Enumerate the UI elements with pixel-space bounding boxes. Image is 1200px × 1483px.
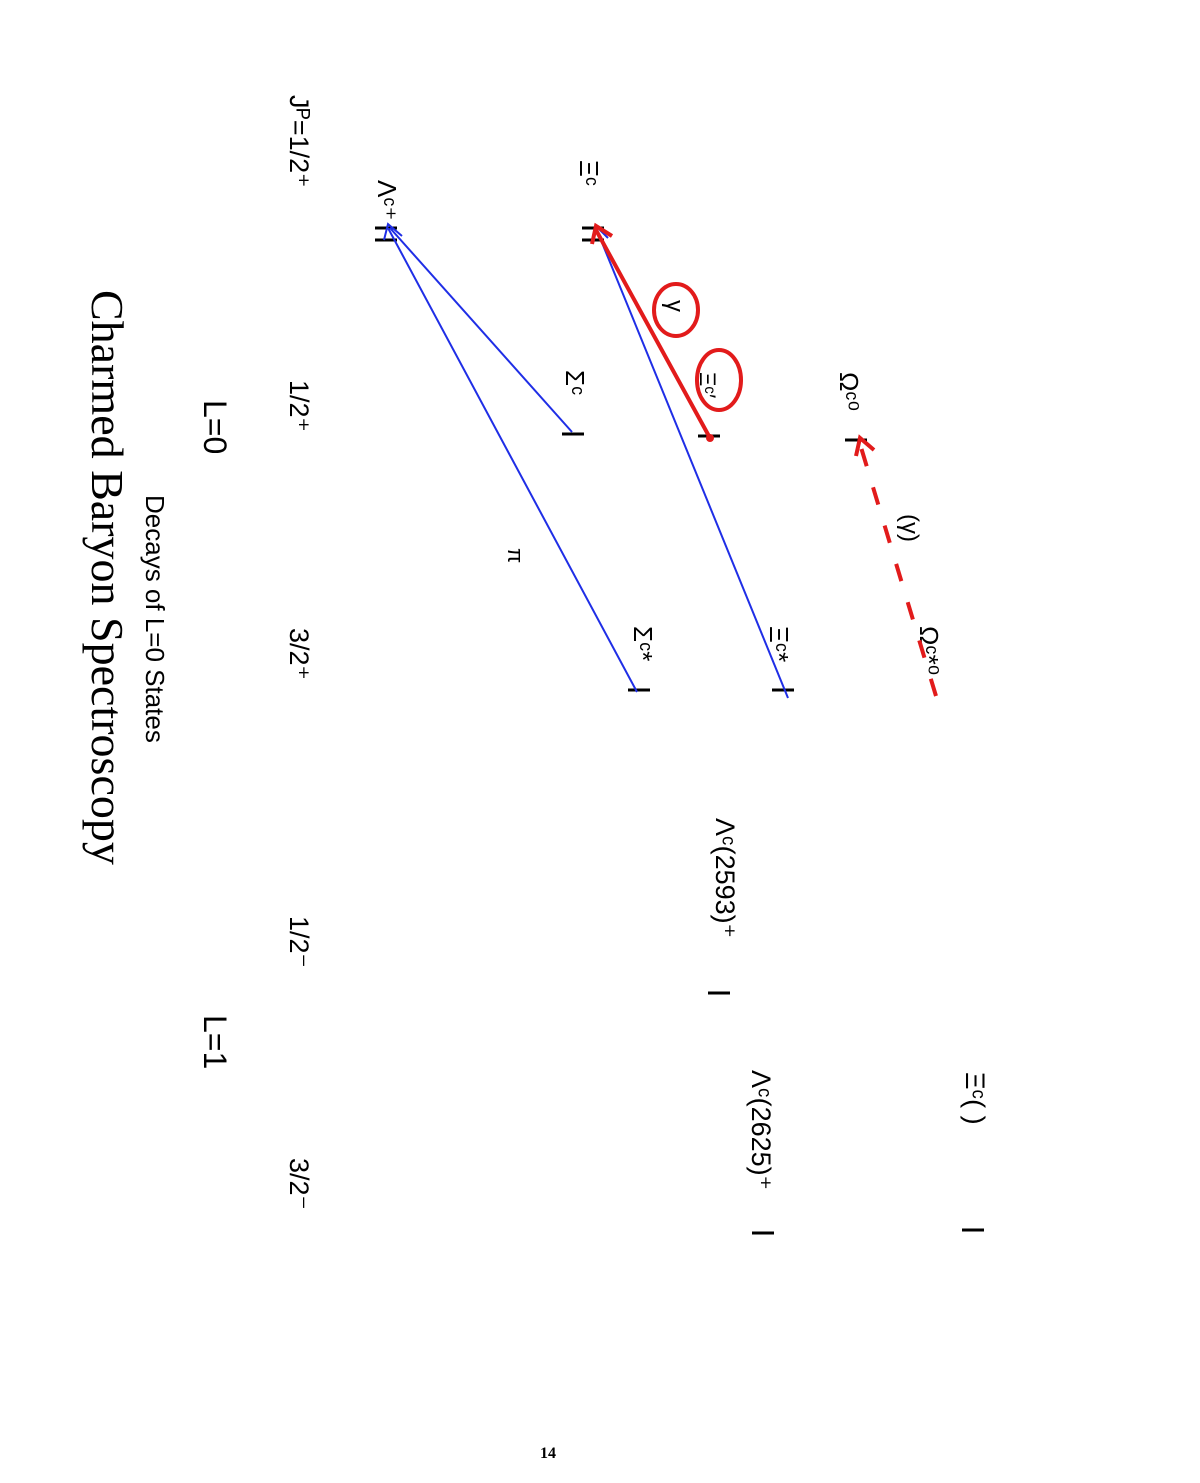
group-label-l0: L=0	[197, 400, 233, 454]
gamma-label: γ	[661, 300, 688, 312]
gamma-circle	[652, 282, 700, 338]
state-label-lambda-c: Λᶜ⁺	[372, 180, 402, 220]
photon-decay-arrow-xi-c-prime-to-xi-c	[594, 229, 712, 439]
jp-label-half-plus-l0: Jᴾ=1/2⁺	[284, 95, 314, 187]
pion-decay-arrow-sigma-c-to-lambda-c	[389, 227, 573, 433]
gamma-paren-label: (γ)	[896, 514, 923, 542]
state-label-lambda-c-2625: Λᶜ(2625)⁺	[746, 1070, 776, 1190]
xi-c-prime-circle	[695, 348, 743, 412]
state-label-lambda-c-2593: Λᶜ(2593)⁺	[710, 818, 740, 938]
state-label-omega-c-star: Ωᶜ*⁰	[914, 626, 944, 675]
state-label-omega-c: Ωᶜ⁰	[834, 372, 864, 411]
decay-origin-dot	[706, 434, 714, 442]
photon-decay-arrow-omega-c-star-to-omega-c	[858, 443, 938, 697]
pion-decay-arrow-sigma-c-star-to-lambda-c	[387, 227, 638, 693]
state-label-sigma-c-star: Σᶜ*	[628, 626, 658, 661]
state-label-sigma-c: Σᶜ	[560, 370, 590, 395]
state-label-xi-c: Ξᶜ	[574, 160, 604, 186]
arrowhead-lambda-c-icon	[383, 222, 403, 241]
jp-label-half-minus: 1/2⁻	[284, 916, 314, 968]
arrowhead-red-icon	[590, 222, 614, 245]
pi-label: π	[503, 548, 528, 563]
arrowhead-dashed-icon	[854, 434, 876, 457]
state-label-xi-c-unknown: Ξᶜ( )	[960, 1072, 990, 1125]
pion-decay-arrow-xi-c-star-to-xi-c	[595, 227, 789, 699]
state-label-xi-c-star: Ξᶜ*	[764, 626, 794, 662]
jp-label-three-half-minus: 3/2⁻	[284, 1158, 314, 1210]
diagram-subtitle: Decays of L=0 States	[140, 495, 170, 743]
jp-label-half-plus: 1/2⁺	[284, 380, 314, 432]
diagram-title: Charmed Baryon Spectroscopy	[82, 290, 133, 865]
page-number: 14	[540, 1445, 556, 1462]
group-label-l1: L=1	[197, 1015, 233, 1069]
jp-label-three-half-plus: 3/2⁺	[284, 628, 314, 680]
